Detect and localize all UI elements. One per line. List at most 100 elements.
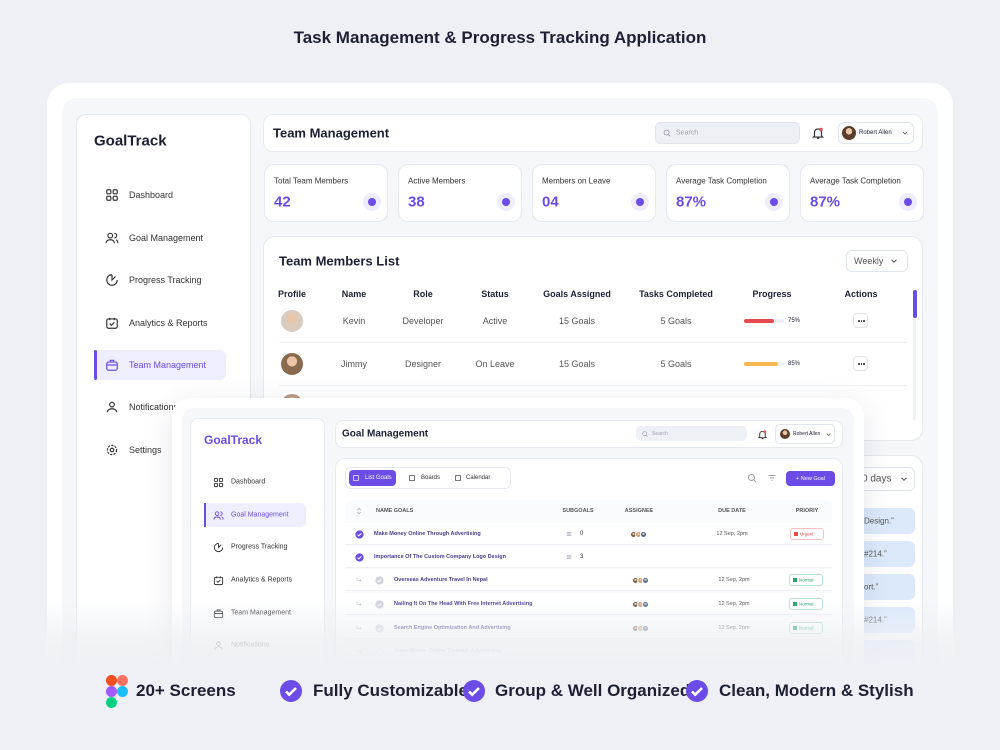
tab[interactable]: List Goals — [365, 475, 392, 481]
icon-part — [811, 127, 825, 139]
action-button[interactable] — [853, 356, 868, 371]
icon-part — [285, 687, 297, 697]
icon-part — [112, 189, 118, 195]
feature-label: Group & Well Organized — [495, 681, 691, 700]
goal-name: Overseas Adventure Travel In Nepal — [394, 577, 488, 583]
icon-part — [686, 680, 708, 702]
cell: Jimmy — [341, 359, 367, 369]
page-title: Task Management & Progress Tracking Appl… — [293, 28, 707, 47]
nav-icon — [105, 273, 119, 287]
brand: GoalTrack — [94, 132, 167, 150]
icon-part — [106, 686, 117, 697]
icon-part — [376, 578, 382, 583]
column-header: Goals Assigned — [543, 289, 611, 299]
filter-label: Weekly — [854, 256, 884, 266]
nav-item[interactable]: Analytics & Reports — [129, 318, 208, 328]
icon-part — [353, 475, 359, 481]
stat-label: Members on Leave — [542, 176, 611, 186]
cell: On Leave — [475, 359, 515, 369]
icon-part — [748, 474, 757, 483]
icon-part — [646, 434, 648, 437]
tab-icon — [352, 474, 360, 482]
dot — [858, 320, 860, 322]
column-header: DUE DATE — [718, 508, 746, 514]
nav-item[interactable]: Dashboard — [129, 190, 174, 200]
side-filter-label: 0 days — [862, 473, 892, 485]
subgoal-icon — [565, 553, 573, 561]
icon-part — [901, 477, 907, 481]
icon-part — [212, 510, 224, 520]
icon-part — [117, 686, 128, 697]
cell: Kevin — [342, 316, 366, 326]
cell: 5 Goals — [660, 316, 692, 326]
stat-label: Average Task Completion — [810, 176, 901, 186]
avatar — [641, 576, 649, 584]
action-button[interactable] — [853, 313, 868, 328]
bell-icon — [811, 126, 825, 140]
icon-part — [106, 317, 118, 329]
icon-part — [642, 430, 647, 436]
checkbox — [354, 552, 364, 562]
search-icon — [746, 472, 758, 484]
icon-part — [213, 477, 218, 482]
user-menu[interactable] — [838, 122, 914, 144]
user-menu[interactable] — [775, 424, 835, 444]
dot — [863, 363, 865, 365]
nav-item[interactable]: Dashboard — [231, 478, 266, 486]
icon-part — [566, 532, 572, 536]
dot — [858, 363, 860, 365]
icon-part — [109, 447, 115, 453]
icon-part — [106, 444, 118, 456]
icon-part — [566, 555, 572, 559]
top-bar — [335, 420, 843, 448]
progress-label: 85% — [788, 361, 801, 367]
search-box[interactable] — [636, 426, 747, 441]
icon-part — [356, 577, 362, 582]
nav-item[interactable]: Progress Tracking — [129, 275, 202, 285]
subgoal-icon — [565, 530, 573, 538]
feature-label: Clean, Modern & Stylish — [719, 681, 914, 700]
tab[interactable]: Boards — [421, 475, 441, 481]
icon-part — [356, 532, 362, 537]
nav-item[interactable]: Settings — [129, 445, 162, 455]
icon-part — [819, 127, 823, 132]
cell: 15 Goals — [558, 359, 596, 369]
tab[interactable]: Calendar — [466, 475, 491, 481]
nav-item[interactable]: Goal Management — [129, 233, 204, 243]
nav-item[interactable]: Analytics & Reports — [231, 576, 293, 584]
nav-item[interactable]: Goal Management — [231, 511, 289, 519]
goal-name: Importance Of The Custom Company Logo De… — [374, 554, 507, 560]
nav-item[interactable]: Progress Tracking — [231, 543, 288, 551]
priority-label: Normal — [799, 577, 814, 583]
new-goal-label: + New Goal — [796, 475, 825, 482]
filter-button[interactable] — [846, 250, 908, 272]
icon-part — [213, 477, 223, 487]
progress-label: 75% — [788, 318, 801, 324]
nav-icon — [212, 510, 224, 521]
icon-part — [109, 401, 115, 408]
icon-part — [215, 575, 221, 583]
icon-part — [213, 542, 223, 552]
checkbox — [354, 529, 364, 539]
nav-item[interactable]: Team Management — [129, 360, 207, 370]
stat-icon-dot — [770, 198, 778, 206]
scroll-thumb — [913, 290, 917, 318]
nav-active-bar — [94, 350, 97, 380]
icon-part — [757, 429, 767, 439]
icon-part — [106, 697, 117, 708]
fade — [0, 600, 1000, 750]
stat-icon-dot — [904, 198, 912, 206]
icon-part — [106, 189, 118, 201]
icon-part — [642, 430, 648, 437]
priority-tag — [790, 528, 824, 540]
icon-part — [753, 479, 757, 483]
search-box[interactable] — [655, 122, 800, 144]
new-goal-button[interactable] — [786, 471, 835, 486]
icon-part — [354, 529, 364, 539]
stat-icon-dot — [636, 198, 644, 206]
nav-item[interactable]: Notifications — [129, 402, 179, 412]
scroll-track — [913, 290, 916, 420]
priority-tag — [789, 574, 823, 586]
icon-part — [357, 507, 361, 515]
feature-label: Fully Customizable — [313, 681, 468, 700]
